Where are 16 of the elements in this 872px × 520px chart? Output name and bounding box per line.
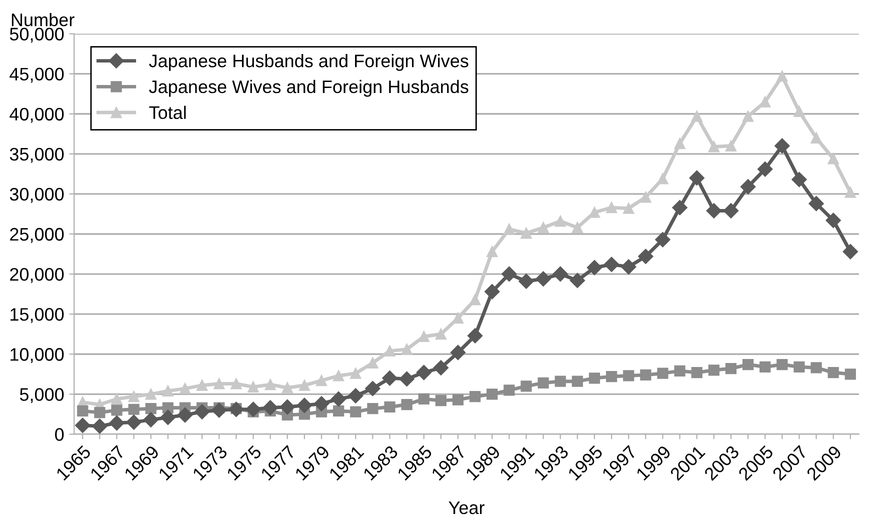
legend-label: Total [149, 106, 186, 120]
y-tick-label: 25,000 [10, 228, 64, 243]
x-axis-title: Year [448, 502, 484, 514]
y-tick-label: 50,000 [10, 28, 64, 43]
legend-label: Japanese Wives and Foreign Husbands [149, 80, 468, 97]
y-tick-label: 40,000 [10, 108, 64, 123]
y-tick-label: 20,000 [10, 268, 64, 283]
y-tick-label: 15,000 [10, 308, 64, 323]
y-tick-label: 30,000 [10, 188, 64, 203]
y-tick-label: 0 [55, 428, 64, 441]
y-tick-label: 5,000 [20, 388, 64, 404]
y-tick-label: 10,000 [10, 348, 64, 363]
y-tick-label: 35,000 [10, 148, 64, 163]
legend-label: Japanese Husbands and Foreign Wives [149, 54, 468, 71]
y-tick-label: 45,000 [10, 68, 64, 83]
y-axis-title: Number [12, 13, 74, 26]
